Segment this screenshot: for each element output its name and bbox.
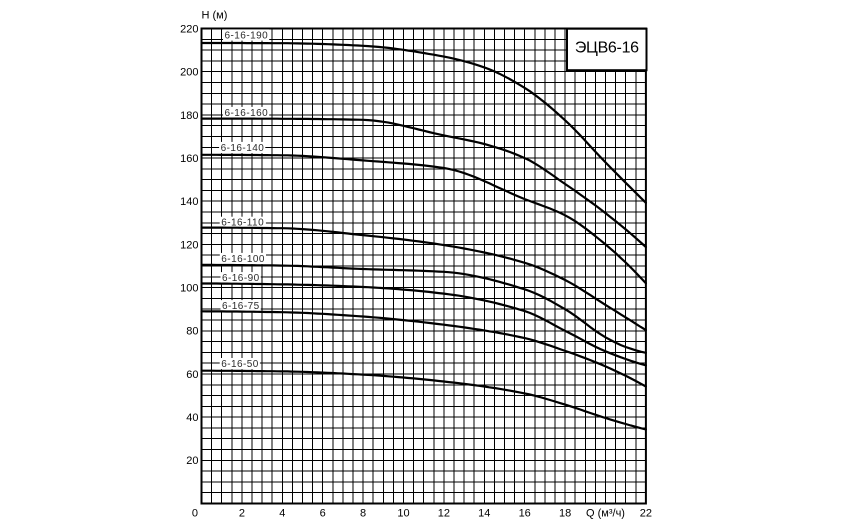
- svg-text:16: 16: [519, 507, 531, 519]
- svg-text:6-16-90: 6-16-90: [222, 273, 260, 284]
- svg-text:14: 14: [478, 507, 490, 519]
- svg-text:Q (м³/ч): Q (м³/ч): [586, 507, 625, 519]
- svg-text:140: 140: [180, 196, 198, 208]
- svg-text:6-16-140: 6-16-140: [221, 143, 265, 154]
- svg-text:120: 120: [180, 239, 198, 251]
- svg-text:200: 200: [180, 67, 198, 79]
- svg-text:2: 2: [239, 507, 245, 519]
- svg-text:6-16-190: 6-16-190: [225, 30, 269, 41]
- svg-text:22: 22: [640, 507, 652, 519]
- svg-text:18: 18: [559, 507, 571, 519]
- svg-text:H (м): H (м): [202, 10, 228, 22]
- svg-text:180: 180: [180, 110, 198, 122]
- svg-text:160: 160: [180, 153, 198, 165]
- svg-text:8: 8: [360, 507, 366, 519]
- svg-text:100: 100: [180, 283, 198, 295]
- svg-text:60: 60: [186, 369, 198, 381]
- svg-text:12: 12: [438, 507, 450, 519]
- svg-text:6: 6: [320, 507, 326, 519]
- svg-text:10: 10: [397, 507, 409, 519]
- svg-text:6-16-100: 6-16-100: [221, 254, 265, 265]
- svg-text:80: 80: [186, 326, 198, 338]
- svg-text:6-16-110: 6-16-110: [221, 218, 264, 229]
- svg-text:6-16-160: 6-16-160: [225, 108, 269, 119]
- svg-text:220: 220: [180, 23, 198, 35]
- svg-text:6-16-75: 6-16-75: [222, 301, 260, 312]
- svg-text:20: 20: [186, 455, 198, 467]
- svg-text:ЭЦВ6-16: ЭЦВ6-16: [575, 40, 639, 57]
- svg-text:40: 40: [186, 412, 198, 424]
- svg-text:4: 4: [279, 507, 285, 519]
- svg-text:0: 0: [192, 507, 198, 519]
- svg-text:6-16-50: 6-16-50: [221, 359, 259, 370]
